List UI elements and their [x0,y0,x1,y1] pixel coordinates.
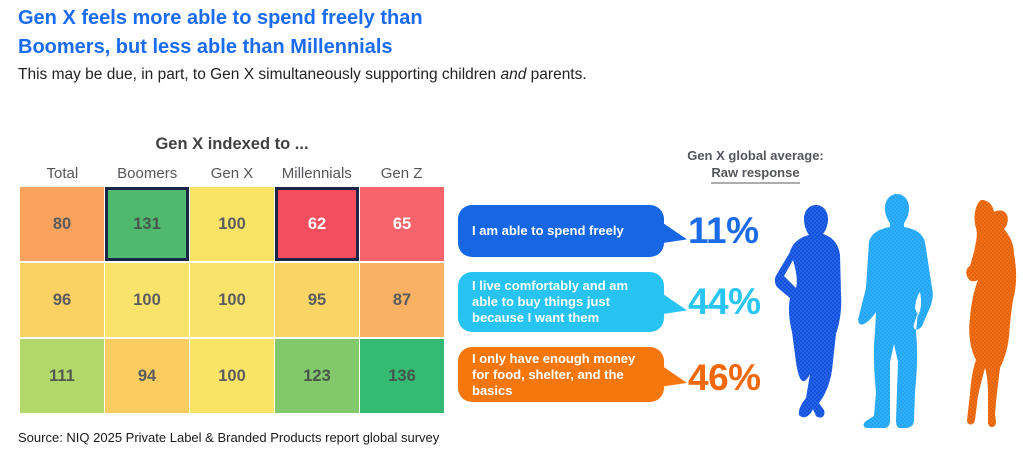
silhouette-woman-on-phone [966,200,1017,428]
raw-response-legend: Gen X global average: Raw response [648,147,863,184]
bubble-tail-icon [663,223,687,243]
table-cell: 87 [360,263,444,337]
table-cell: 100 [105,263,189,337]
pct-only-basics: 46% [688,357,761,398]
heatmap-table: Gen X indexed to ... Total Boomers Gen X… [20,135,444,413]
page-subtitle: This may be due, in part, to Gen X simul… [18,66,718,84]
table-cell: 100 [190,339,274,413]
column-header-genx: Gen X [210,164,254,182]
table-cell: 123 [275,339,359,413]
column-header-millennials: Millennials [281,164,352,182]
page-title-line1: Gen X feels more able to spend freely th… [18,7,423,29]
silhouette-man-standing [858,194,933,428]
table-cell: 95 [275,263,359,337]
bubble-live-comfortably: I live comfortably and am able to buy th… [458,272,687,332]
heatmap-grid: 80 131 100 62 65 96 100 100 95 87 111 94… [20,187,444,413]
legend-line2-underlined: Raw response [711,164,800,184]
bubble-live-comfortably-label: I live comfortably and am able to buy th… [472,278,629,325]
column-header-total: Total [46,164,79,182]
table-cell: 136 [360,339,444,413]
table-cell: 100 [190,187,274,261]
bubble-only-basics: I only have enough money for food, shelt… [458,347,687,402]
table-header-row: Total Boomers Gen X Millennials Gen Z [20,161,444,185]
table-cell: 94 [105,339,189,413]
subtitle-text-end: parents. [526,66,587,83]
pct-live-comfortably: 44% [688,281,761,322]
silhouette-woman-hand-on-hip [774,205,842,418]
table-caption: Gen X indexed to ... [155,135,309,153]
table-cell: 96 [20,263,104,337]
table-cell: 111 [20,339,104,413]
bubble-spend-freely-label: I am able to spend freely [472,223,624,238]
legend-line1: Gen X global average: [687,148,824,163]
bubble-spend-freely: I am able to spend freely [458,205,687,257]
table-cell-highlight-millennials: 62 [275,187,359,261]
page-title-line2: Boomers, but less able than Millennials [18,36,393,58]
bubble-only-basics-label: I only have enough money for food, shelt… [472,350,636,398]
page-title: Gen X feels more able to spend freely th… [18,4,488,62]
subtitle-text: This may be due, in part, to Gen X simul… [18,66,501,83]
table-cell: 65 [360,187,444,261]
people-silhouettes-illustration [774,194,1017,428]
bubble-tail-icon [663,366,687,387]
table-cell: 100 [190,263,274,337]
subtitle-italic-word: and [500,66,527,83]
column-header-genz: Gen Z [380,164,423,182]
table-cell-highlight-boomers: 131 [105,187,189,261]
source-note: Source: NIQ 2025 Private Label & Branded… [18,430,440,445]
table-cell: 80 [20,187,104,261]
bubble-tail-icon [663,294,687,314]
column-header-boomers: Boomers [117,164,178,182]
pct-spend-freely: 11% [688,210,759,251]
